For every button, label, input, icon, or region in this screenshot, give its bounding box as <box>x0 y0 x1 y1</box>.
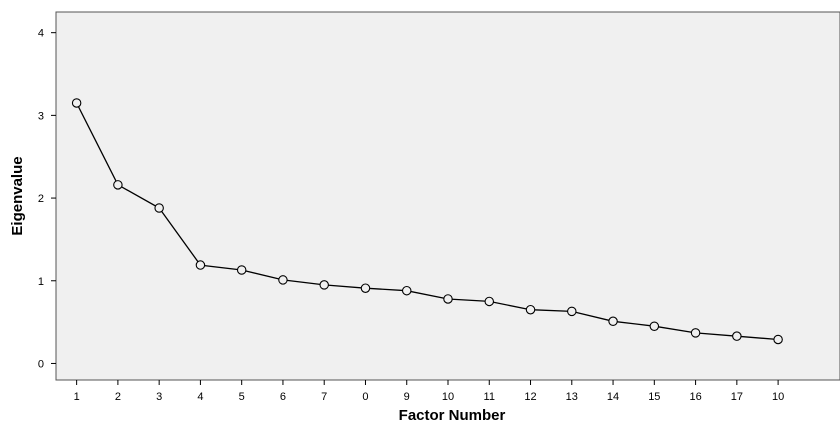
data-point <box>154 203 164 213</box>
plot-area <box>55 11 840 381</box>
x-tick-label: 9 <box>404 391 410 403</box>
x-tick-label: 6 <box>280 391 286 403</box>
data-point <box>773 334 783 345</box>
series-polyline <box>76 102 779 341</box>
x-tick-label: 3 <box>156 391 162 403</box>
x-tick-label: 4 <box>197 391 203 403</box>
data-point <box>319 280 329 290</box>
x-tick-label: 0 <box>362 391 368 403</box>
data-point <box>195 260 206 270</box>
y-axis-title: Eigenvalue <box>9 156 26 235</box>
data-point <box>525 304 536 315</box>
x-tick-label: 14 <box>607 391 619 403</box>
data-point <box>360 283 371 293</box>
x-tick-label: 5 <box>239 391 245 403</box>
x-axis: 1 2 3 4 5 6 7 0 9 10 11 12 13 14 15 16 17 10 <box>74 380 784 403</box>
data-point <box>567 306 577 317</box>
data-point <box>278 275 288 285</box>
data-point <box>113 180 123 190</box>
series-markers <box>71 98 783 345</box>
x-tick-label: 13 <box>566 391 578 403</box>
data-point <box>443 294 453 304</box>
y-tick-label: 4 <box>38 28 44 40</box>
x-axis-title: Factor Number <box>399 407 506 424</box>
y-tick-label: 1 <box>38 276 44 288</box>
x-tick-label: 10 <box>442 391 454 403</box>
data-point <box>484 296 495 307</box>
data-point <box>608 316 618 327</box>
data-point <box>401 285 412 296</box>
x-tick-label: 15 <box>648 391 660 403</box>
y-tick-label: 0 <box>38 358 44 370</box>
data-point <box>649 321 660 331</box>
data-point <box>732 331 742 341</box>
y-tick-label: 2 <box>38 193 44 205</box>
x-tick-label: 16 <box>689 391 701 403</box>
x-tick-label: 7 <box>321 391 327 403</box>
x-tick-label: 11 <box>484 391 495 403</box>
x-tick-label: 10 <box>772 391 784 403</box>
series-line <box>76 102 779 341</box>
x-tick-label: 2 <box>115 391 121 403</box>
data-point <box>690 328 701 338</box>
x-tick-label: 1 <box>74 391 80 403</box>
y-tick-label: 3 <box>38 110 44 122</box>
x-tick-label: 12 <box>524 391 536 403</box>
data-point <box>71 98 82 108</box>
x-tick-label: 17 <box>731 391 743 403</box>
data-point <box>236 265 247 275</box>
y-axis: 0 1 2 3 4 <box>38 28 56 370</box>
